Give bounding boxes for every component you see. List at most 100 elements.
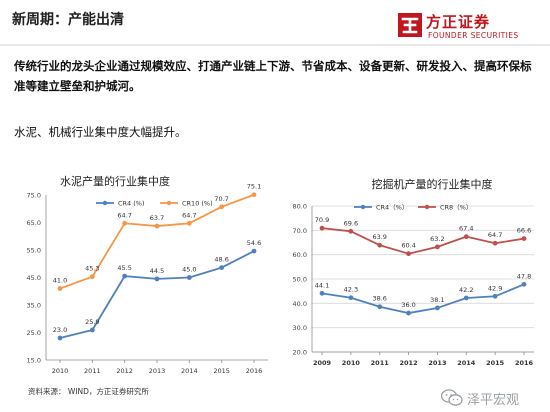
data-point [463, 295, 469, 301]
y-tick-label: 45.0 [27, 274, 41, 282]
y-tick-label: 60.0 [293, 251, 307, 259]
data-label: 63.2 [430, 235, 444, 243]
data-label: 64.7 [182, 211, 196, 219]
x-tick-label: 2016 [246, 367, 263, 375]
data-label: 45.5 [117, 264, 131, 272]
x-tick-label: 2016 [515, 359, 534, 367]
data-point [154, 276, 160, 282]
data-point [377, 304, 383, 310]
y-tick-label: 25.0 [27, 329, 41, 337]
data-label: 60.4 [401, 242, 415, 250]
data-label: 70.7 [214, 195, 228, 203]
data-point [186, 275, 192, 280]
y-tick-label: 65.0 [27, 219, 41, 227]
source-note: 资料来源： WIND，方正证券研究所 [28, 387, 149, 396]
x-tick-label: 2009 [313, 359, 332, 367]
y-tick-label: 35.0 [27, 302, 41, 310]
y-tick-label: 20.0 [293, 349, 307, 357]
legend-marker-1 [166, 200, 172, 206]
concentration-paragraph: 水泥、机械行业集中度大幅提升。 [14, 125, 187, 139]
logo-mark-icon [398, 13, 422, 37]
data-label: 67.4 [459, 225, 473, 233]
data-point [348, 295, 354, 301]
data-label: 38.6 [372, 295, 386, 303]
x-tick-label: 2010 [342, 359, 361, 367]
wechat-watermark: 泽平宏观 [441, 388, 546, 408]
y-tick-label: 75.0 [27, 192, 41, 200]
founder-securities-logo: 方正证券 FOUNDER SECURITIES [398, 11, 544, 43]
x-tick-label: 2012 [400, 359, 418, 367]
data-label: 64.7 [488, 231, 502, 239]
x-tick-label: 2013 [428, 359, 446, 367]
title-divider [0, 44, 550, 46]
data-point [435, 244, 440, 250]
chart-title: 水泥产量的行业集中度 [60, 174, 170, 188]
y-tick-label: 55.0 [27, 247, 41, 255]
data-label: 44.1 [315, 281, 329, 289]
data-label: 41.0 [53, 277, 67, 285]
data-point [377, 242, 383, 248]
logo-text-cn: 方正证券 [426, 13, 491, 31]
data-label: 63.9 [372, 233, 386, 241]
series-line-1 [321, 227, 525, 255]
x-tick-label: 2011 [371, 359, 390, 367]
data-point [251, 248, 257, 254]
y-tick-label: 40.0 [293, 300, 307, 308]
data-label: 42.2 [459, 286, 473, 294]
series-line-0 [321, 283, 525, 314]
intro-paragraph: 传统行业的龙头企业通过规模效应、打通产业链上下游、节省成本、设备更新、研发投入、… [14, 59, 532, 93]
data-label: 54.6 [247, 239, 261, 247]
y-tick-label: 50.0 [293, 276, 307, 284]
data-point [319, 225, 325, 231]
excavator-concentration-chart: 挖掘机产量的行业集中度 20.0 30.0 40.0 50.0 60.0 70.0 80.0 2… [293, 177, 534, 367]
data-label: 75.1 [247, 183, 261, 191]
data-label: 63.7 [150, 214, 164, 222]
legend-label-0: CR4（%） [376, 204, 408, 212]
legend-label-1: CR8（%） [440, 204, 472, 212]
x-tick-label: 2012 [116, 367, 133, 375]
slide-title: 新周期：产能出清 [12, 12, 124, 28]
data-label: 44.5 [150, 267, 164, 275]
data-label: 70.9 [315, 216, 329, 224]
x-tick-label: 2015 [486, 359, 505, 367]
data-point [219, 265, 225, 270]
data-label: 23.0 [53, 326, 67, 334]
data-label: 45.3 [85, 265, 99, 273]
data-point [406, 310, 411, 316]
cement-concentration-chart: 水泥产量的行业集中度 15.0 25.0 35.0 45.0 55.0 65.0 75.0 20… [27, 174, 268, 375]
data-point [521, 236, 527, 242]
x-tick-label: 2010 [52, 367, 69, 375]
data-point [186, 220, 192, 226]
data-label: 47.8 [517, 272, 531, 280]
data-point [219, 204, 225, 210]
data-point [89, 274, 95, 280]
logo-text-en: FOUNDER SECURITIES [428, 31, 519, 40]
legend-marker-0 [102, 200, 108, 206]
data-point [319, 290, 325, 296]
data-label: 69.6 [344, 219, 358, 227]
data-point [348, 228, 354, 234]
wechat-icon [441, 389, 463, 406]
x-tick-label: 2014 [181, 367, 198, 375]
watermark-text: 泽平宏观 [467, 393, 520, 408]
legend-marker-1 [424, 204, 430, 210]
data-label: 42.9 [488, 284, 502, 292]
x-tick-label: 2015 [213, 367, 230, 375]
data-point [57, 286, 63, 291]
y-tick-label: 70.0 [293, 227, 307, 235]
y-tick-label: 30.0 [293, 324, 307, 332]
data-point [492, 240, 498, 246]
data-label: 36.0 [401, 301, 415, 309]
data-point [521, 281, 527, 287]
data-point [122, 220, 128, 226]
data-point [435, 305, 440, 311]
legend-marker-0 [360, 204, 366, 210]
data-point [492, 293, 498, 299]
data-point [154, 223, 160, 229]
data-label: 48.6 [214, 256, 228, 264]
data-label: 66.6 [517, 227, 531, 235]
data-label: 25.9 [85, 318, 99, 326]
x-tick-label: 2014 [457, 359, 476, 367]
y-tick-label: 80.0 [293, 203, 307, 211]
data-label: 64.7 [117, 211, 131, 219]
